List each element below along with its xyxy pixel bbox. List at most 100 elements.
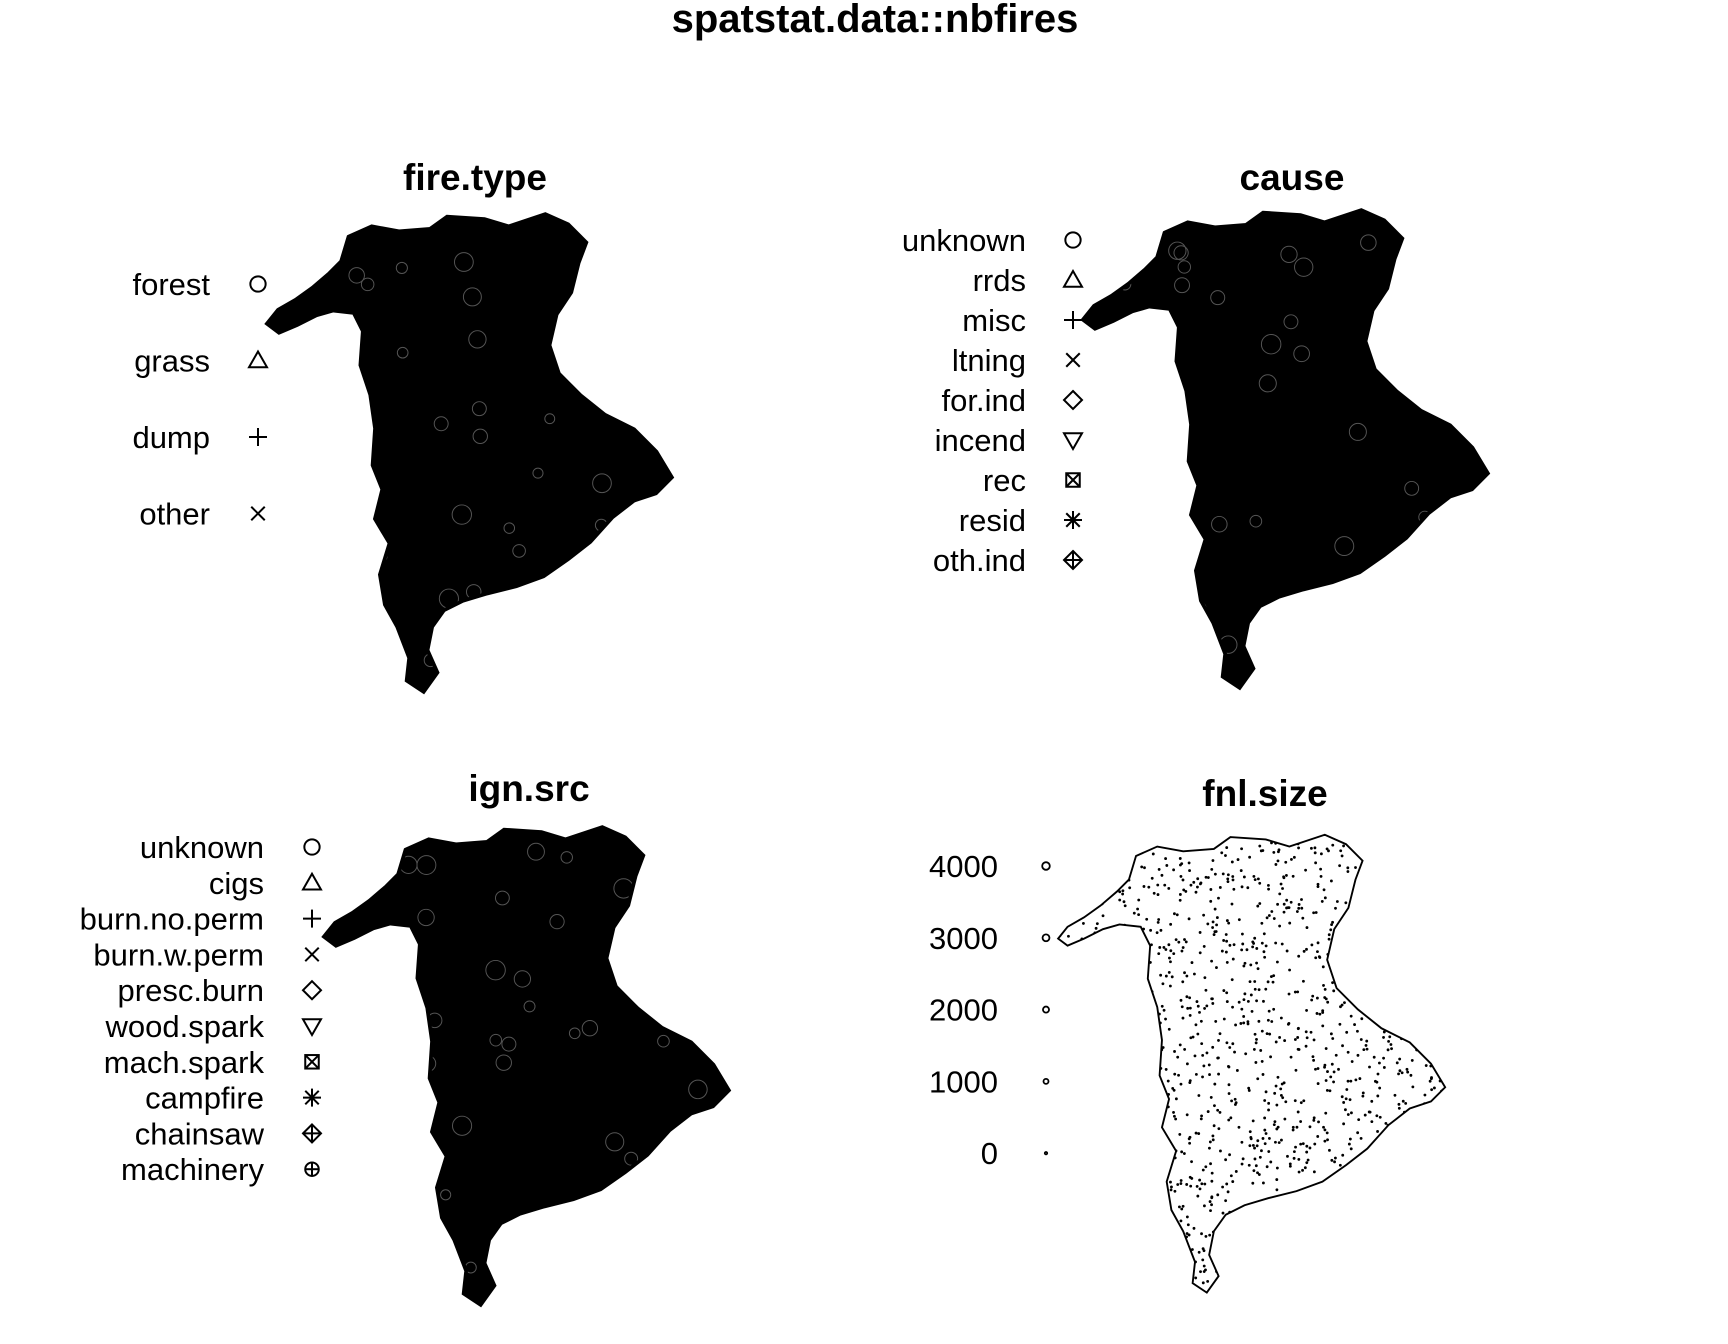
- fire-point: [1141, 1138, 1145, 1142]
- legend-symbol: [249, 428, 267, 446]
- fire-point: [567, 359, 587, 379]
- fire-point: [1445, 369, 1460, 384]
- fire-point: [1140, 1080, 1144, 1084]
- fire-point: [590, 315, 602, 327]
- fire-point: [1128, 886, 1132, 890]
- fire-point: [1277, 839, 1280, 842]
- legend-label: unknown: [140, 830, 264, 865]
- fire-point: [1263, 1099, 1267, 1102]
- fire-point: [370, 267, 385, 281]
- fire-point: [567, 845, 582, 860]
- fire-point: [1131, 1137, 1135, 1141]
- fire-point: [1280, 942, 1284, 946]
- fire-point: [1300, 308, 1315, 323]
- fire-point: [1371, 837, 1375, 841]
- fire-point: [1386, 1279, 1390, 1282]
- fire-point: [1210, 1179, 1214, 1183]
- fire-point: [1256, 1077, 1260, 1081]
- fire-point: [1391, 1255, 1395, 1259]
- fire-point: [1406, 1070, 1410, 1074]
- fire-point: [1161, 1275, 1165, 1279]
- fire-point: [1238, 544, 1253, 559]
- fire-point: [1070, 881, 1074, 885]
- fire-point: [1432, 1055, 1436, 1059]
- fire-point: [1383, 1173, 1387, 1177]
- fire-point: [1237, 918, 1241, 922]
- fire-point: [1352, 1162, 1356, 1165]
- fire-point: [1318, 1012, 1322, 1016]
- fire-point: [1422, 929, 1426, 933]
- fire-point: [1201, 1247, 1205, 1251]
- fire-point: [1096, 1261, 1099, 1265]
- fire-point: [1142, 273, 1157, 288]
- fire-point: [293, 656, 308, 671]
- fire-point: [1087, 1137, 1091, 1141]
- fire-point: [1302, 949, 1306, 953]
- fire-point: [1395, 1061, 1399, 1065]
- fire-point: [1383, 1187, 1386, 1191]
- fire-point: [1131, 1035, 1135, 1039]
- fire-point: [1142, 988, 1146, 992]
- fire-point: [1176, 1250, 1180, 1253]
- map-region: [317, 815, 733, 1302]
- fire-point: [1211, 859, 1215, 862]
- fire-point: [1121, 892, 1125, 896]
- fire-point: [1194, 1131, 1198, 1135]
- fire-point: [1327, 937, 1331, 941]
- fire-point: [516, 642, 531, 657]
- fire-point: [1059, 1064, 1063, 1068]
- fire-point: [1184, 890, 1188, 893]
- fire-point: [1299, 1142, 1303, 1146]
- fire-point: [1155, 1281, 1158, 1285]
- fire-point: [1167, 970, 1171, 974]
- fire-point: [1163, 1221, 1167, 1225]
- fire-point: [1445, 250, 1460, 265]
- fire-point: [1183, 938, 1186, 941]
- fire-point: [456, 441, 470, 456]
- fire-point: [433, 416, 449, 432]
- fire-point: [1321, 1011, 1325, 1014]
- fire-point: [1103, 1121, 1106, 1125]
- fire-point: [1122, 937, 1126, 941]
- fire-point: [452, 1115, 473, 1136]
- fire-point: [1418, 984, 1422, 987]
- fire-point: [1085, 483, 1099, 498]
- fire-point: [714, 915, 727, 934]
- fire-point: [329, 1047, 344, 1062]
- fire-point: [1253, 936, 1257, 940]
- fire-point: [1393, 1125, 1397, 1129]
- fire-point: [468, 330, 487, 349]
- fire-point: [1322, 323, 1337, 338]
- fire-point: [1410, 1059, 1414, 1062]
- fire-point: [375, 829, 390, 836]
- fire-point: [1414, 846, 1418, 850]
- fire-point: [662, 216, 670, 231]
- fire-point: [1303, 1166, 1307, 1170]
- fire-point: [1445, 1236, 1448, 1239]
- fire-point: [1283, 1039, 1287, 1043]
- fire-point: [576, 216, 591, 230]
- fire-point: [1397, 1102, 1401, 1106]
- fire-point: [1102, 263, 1117, 277]
- fire-point: [1112, 881, 1116, 885]
- fire-point: [1448, 877, 1451, 880]
- fire-point: [1111, 1258, 1115, 1262]
- fire-point: [1260, 1149, 1263, 1153]
- fire-point: [1064, 1162, 1068, 1166]
- fire-point: [1060, 954, 1064, 958]
- legend-symbol: [1065, 352, 1081, 368]
- fire-point: [1100, 881, 1104, 885]
- fire-point: [1087, 988, 1091, 992]
- fire-point: [1164, 974, 1168, 978]
- fire-point: [1322, 984, 1325, 987]
- fire-point: [1371, 1195, 1375, 1199]
- fire-point: [1220, 1226, 1224, 1230]
- legend-symbol: [303, 909, 321, 928]
- fire-point: [1350, 1274, 1354, 1278]
- fire-point: [1084, 1156, 1088, 1160]
- fire-point: [1386, 1048, 1390, 1052]
- fire-point: [1075, 1157, 1079, 1161]
- fire-point: [1175, 1276, 1179, 1280]
- fire-point: [689, 1068, 704, 1083]
- fire-point: [1262, 950, 1266, 954]
